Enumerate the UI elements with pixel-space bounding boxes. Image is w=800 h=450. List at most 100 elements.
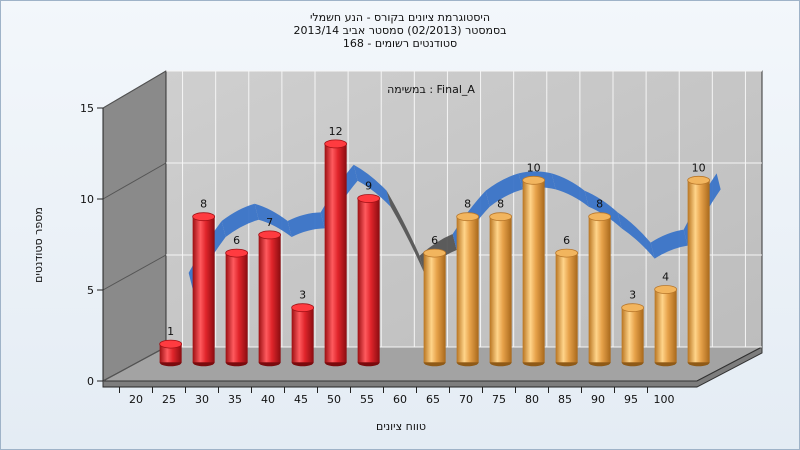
bar-body: [423, 253, 446, 363]
bar-body: [687, 180, 710, 363]
bar-top: [456, 212, 480, 222]
bar-value-label: 7: [266, 216, 273, 229]
bar-value-label: 8: [200, 198, 207, 211]
distribution-curve-segment: [353, 164, 391, 207]
bar-value-label: 1: [167, 325, 174, 338]
left-wall: [102, 70, 167, 382]
histogram-bar: [324, 139, 348, 367]
histogram-bar: [588, 212, 612, 367]
histogram-bar: [423, 248, 447, 367]
distribution-curve-segment: [221, 203, 259, 237]
wall-tick-line: [102, 346, 167, 382]
histogram-bar: [555, 248, 579, 367]
wall-tick-line: [102, 162, 167, 200]
x-tick-label: 95: [624, 393, 638, 406]
wall-tick-line: [102, 70, 167, 109]
bar-top: [588, 212, 612, 222]
bar-value-label: 3: [299, 289, 306, 302]
bar-body: [489, 216, 512, 363]
bar-body: [258, 234, 281, 363]
x-tick-label: 60: [393, 393, 407, 406]
bar-top: [225, 248, 249, 258]
histogram-bar: [456, 212, 480, 367]
bar-top: [291, 303, 315, 313]
bar-top: [192, 212, 216, 222]
y-tick-label: 10: [80, 193, 94, 206]
x-tick-label: 45: [294, 393, 308, 406]
histogram-bar: [654, 285, 678, 367]
bar-body: [621, 307, 644, 363]
distribution-curve-segment: [287, 212, 325, 237]
x-tick-label: 80: [525, 393, 539, 406]
bar-value-label: 8: [596, 198, 603, 211]
histogram-bar: [225, 248, 249, 367]
bar-body: [588, 216, 611, 363]
distribution-curve-segment: [254, 203, 292, 237]
bar-body: [291, 307, 314, 363]
bar-top: [159, 339, 183, 349]
bar-top: [423, 248, 447, 258]
bar-body: [357, 198, 380, 363]
bar-top: [357, 194, 381, 203]
bar-value-label: 6: [431, 234, 438, 247]
bar-top: [555, 248, 579, 258]
y-tick-label: 5: [87, 284, 94, 297]
histogram-bar: [357, 194, 381, 367]
y-tick-label: 0: [87, 375, 94, 388]
y-axis-label: מספר סטודנטים: [32, 207, 45, 283]
bar-value-label: 6: [563, 234, 570, 247]
histogram-bar: [687, 175, 711, 367]
bar-value-label: 10: [692, 161, 706, 174]
bar-top: [654, 285, 678, 294]
bar-value-label: 8: [464, 198, 471, 211]
bar-body: [555, 253, 578, 363]
chart-subtitle: במשימה : Final_A: [387, 83, 475, 96]
bar-top: [324, 139, 348, 149]
chart-title-line-1: היסטוגרמת ציונים בקורס - הנע חשמלי: [309, 11, 491, 24]
x-tick-label: 55: [360, 393, 374, 406]
histogram-bar: [489, 212, 513, 367]
x-tick-label: 50: [327, 393, 341, 406]
x-tick-label: 40: [261, 393, 275, 406]
histogram-bar: [159, 339, 183, 367]
x-tick-label: 85: [558, 393, 572, 406]
y-tick-label: 15: [80, 102, 94, 115]
histogram-bar: [291, 303, 315, 367]
bar-value-label: 8: [497, 198, 504, 211]
x-tick-label: 100: [654, 393, 675, 406]
bar-value-label: 3: [629, 289, 636, 302]
bar-value-label: 10: [527, 161, 541, 174]
bar-value-label: 4: [662, 271, 669, 284]
distribution-curve-segment: [617, 212, 655, 259]
bar-top: [522, 175, 546, 185]
distribution-curve-segment: [650, 229, 688, 259]
histogram-bar: [621, 303, 645, 367]
bar-body: [324, 143, 347, 363]
x-tick-label: 30: [195, 393, 209, 406]
distribution-curve-segment: [551, 173, 589, 207]
distribution-curve-segment: [485, 173, 523, 207]
x-tick-label: 70: [459, 393, 473, 406]
bar-body: [225, 253, 248, 363]
histogram-bar: [522, 175, 546, 367]
x-tick-label: 75: [492, 393, 506, 406]
bar-top: [258, 230, 282, 240]
x-tick-label: 35: [228, 393, 242, 406]
bar-body: [522, 180, 545, 363]
chart-title-line-3: סטודנטים רשומים - 168: [342, 37, 458, 50]
x-axis-label: טווח ציונים: [376, 420, 426, 433]
bar-top: [621, 303, 645, 313]
bar-value-label: 12: [329, 125, 343, 138]
chart-title-line-2: בסמסטר (02/2013) סמסטר אביב 2013/14: [293, 24, 507, 37]
wall-tick-line: [102, 254, 167, 291]
histogram-bar: [192, 212, 216, 367]
bar-top: [489, 212, 513, 222]
bar-value-label: 9: [365, 180, 372, 193]
histogram-bar: [258, 230, 282, 367]
bar-value-label: 6: [233, 234, 240, 247]
bar-body: [159, 344, 182, 363]
distribution-curve-segment: [584, 190, 622, 229]
bar-body: [192, 216, 215, 363]
x-tick-label: 25: [162, 393, 176, 406]
